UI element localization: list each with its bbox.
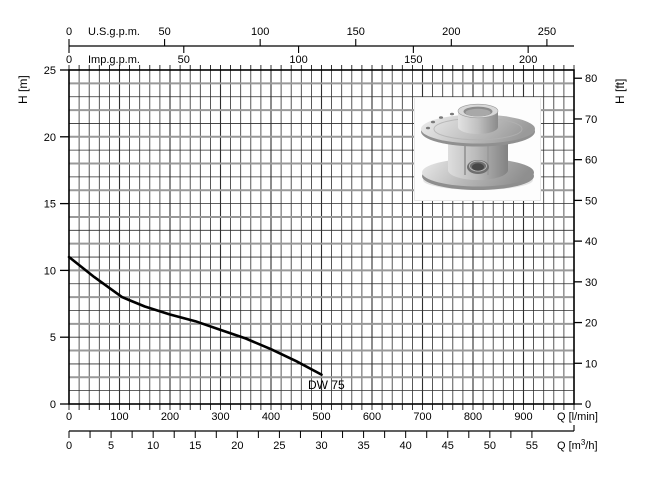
right-axis-tick-label: 30 <box>585 277 597 289</box>
us-gpm-tick-label: 100 <box>251 26 269 38</box>
left-axis-tick-label: 15 <box>44 199 56 211</box>
pump-curve <box>67 255 323 376</box>
m3h-tick-label: 20 <box>231 440 243 452</box>
right-axis-tick-label: 80 <box>585 73 597 85</box>
left-axis-tick-label: 0 <box>50 399 56 411</box>
m3h-tick-label: 0 <box>66 440 72 452</box>
us-gpm-tick-label: 0 <box>66 26 72 38</box>
m3h-tick-label: 15 <box>189 440 201 452</box>
m3h-tick-label: 55 <box>526 440 538 452</box>
m3h-tick-label: 30 <box>315 440 327 452</box>
lmin-tick-label: 700 <box>413 411 431 423</box>
m3h-tick-label: 40 <box>400 440 412 452</box>
right-axis-tick-label: 0 <box>585 399 591 411</box>
imp-gpm-tick-label: 200 <box>519 54 537 66</box>
imp-gpm-tick-label: 100 <box>289 54 307 66</box>
m3h-axis-title: Q [m3/h] <box>557 438 598 452</box>
us-gpm-tick-label: 50 <box>158 26 170 38</box>
m3h-tick-label: 35 <box>357 440 369 452</box>
impeller-art <box>421 103 535 190</box>
left-axis-tick-label: 25 <box>44 65 56 77</box>
imp-gpm-axis-title: Imp.g.p.m. <box>88 54 140 66</box>
imp-gpm-tick-label: 50 <box>178 54 190 66</box>
left-axis-tick-label: 10 <box>44 265 56 277</box>
imp-gpm-tick-label: 0 <box>66 54 72 66</box>
m3h-tick-label: 50 <box>484 440 496 452</box>
pump-impeller-image <box>421 103 535 190</box>
right-axis-title: H [ft] <box>613 79 627 104</box>
right-axis-tick-label: 20 <box>585 318 597 330</box>
lmin-tick-label: 500 <box>312 411 330 423</box>
m3h-tick-label: 10 <box>147 440 159 452</box>
lmin-tick-label: 900 <box>514 411 532 423</box>
right-axis-tick-label: 70 <box>585 114 597 126</box>
left-axis-title: H [m] <box>16 75 30 104</box>
m3h-tick-label: 45 <box>442 440 454 452</box>
lmin-axis-title: Q [l/min] <box>557 411 598 423</box>
us-gpm-tick-label: 200 <box>442 26 460 38</box>
m3h-tick-label: 5 <box>108 440 114 452</box>
lmin-tick-label: 0 <box>66 411 72 423</box>
us-gpm-tick-label: 150 <box>347 26 365 38</box>
right-axis-tick-label: 60 <box>585 155 597 167</box>
right-axis-tick-label: 10 <box>585 358 597 370</box>
curve-label: DW 75 <box>308 378 345 392</box>
lmin-tick-label: 800 <box>464 411 482 423</box>
lmin-tick-label: 300 <box>211 411 229 423</box>
right-axis-tick-label: 40 <box>585 236 597 248</box>
us-gpm-axis-title: U.S.g.p.m. <box>88 26 140 38</box>
m3h-tick-label: 25 <box>273 440 285 452</box>
lmin-tick-label: 200 <box>161 411 179 423</box>
lmin-tick-label: 100 <box>110 411 128 423</box>
us-gpm-tick-label: 250 <box>538 26 556 38</box>
right-axis-tick-label: 50 <box>585 195 597 207</box>
lmin-tick-label: 600 <box>363 411 381 423</box>
left-axis-tick-label: 20 <box>44 132 56 144</box>
pump-photo <box>414 97 541 201</box>
left-axis-tick-label: 5 <box>50 332 56 344</box>
imp-gpm-tick-label: 150 <box>404 54 422 66</box>
lmin-tick-label: 400 <box>262 411 280 423</box>
